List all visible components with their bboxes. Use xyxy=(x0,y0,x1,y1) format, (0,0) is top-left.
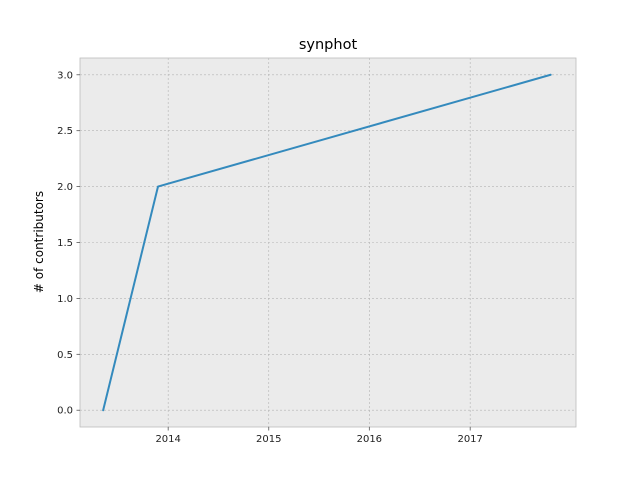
y-tick-label: 1.0 xyxy=(57,294,73,305)
grid-lines xyxy=(80,58,576,427)
y-axis-label: # of contributors xyxy=(32,191,46,293)
y-tick-label: 2.0 xyxy=(57,182,73,193)
x-tick-label: 2016 xyxy=(357,434,382,445)
x-tick-label: 2015 xyxy=(256,434,281,445)
x-tick-label: 2014 xyxy=(155,434,180,445)
series-group xyxy=(102,73,552,412)
series-line xyxy=(102,73,552,412)
tick-labels: 2014 2015 2016 2017 0.0 0.5 1.0 1.5 2.0 2.5 3.0 xyxy=(57,70,483,445)
y-tick-label: 2.5 xyxy=(57,126,73,137)
y-tick-label: 3.0 xyxy=(57,70,73,81)
y-tick-label: 1.5 xyxy=(57,238,73,249)
x-tick-label: 2017 xyxy=(457,434,482,445)
y-tick-label: 0.0 xyxy=(57,406,73,417)
chart-title: synphot xyxy=(299,37,358,53)
y-tick-label: 0.5 xyxy=(57,350,73,361)
